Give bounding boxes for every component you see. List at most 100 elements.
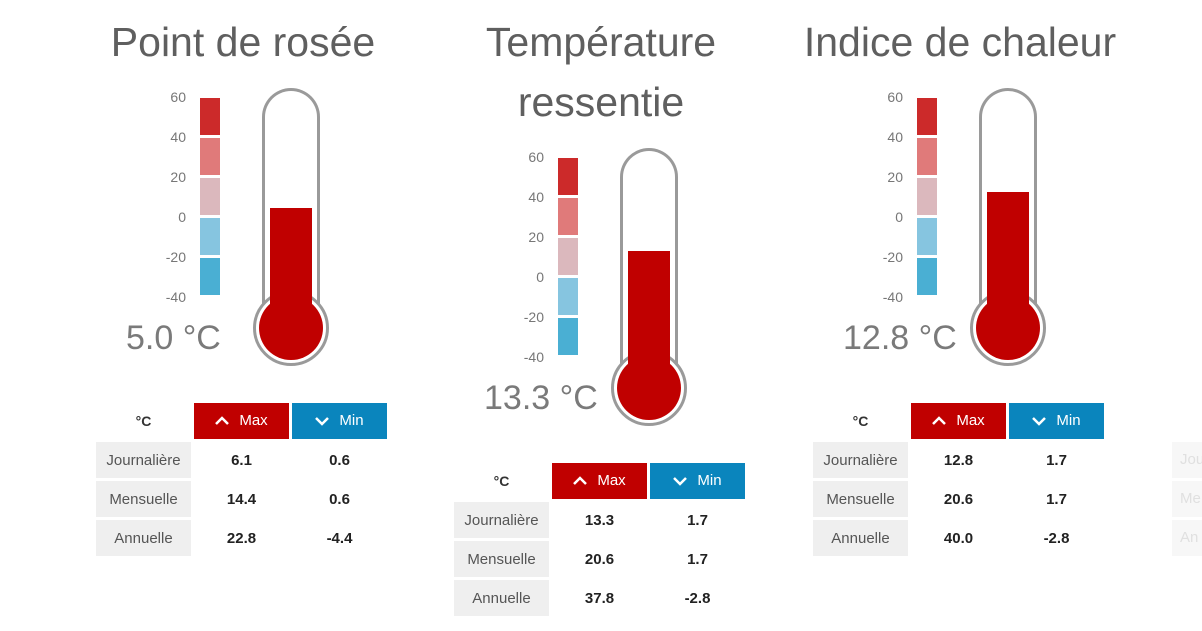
monthly-max: 20.6 [943,490,974,508]
scale-tick-label: 40 [528,189,544,205]
feels-like-stats-table: °C Max Min Journalière 13.3 1.7 Mensuelle 2… [451,460,748,619]
table-row: Journalière 13.3 1.7 [454,502,745,538]
scale-band [200,138,220,175]
scale-tick-label: -40 [882,289,903,305]
yearly-min: -4.4 [326,529,353,547]
yearly-max: 37.8 [584,589,615,607]
scale-band [917,258,937,295]
scale-band [558,238,578,275]
unit-header: °C [852,413,869,429]
scale-tick-label: 20 [528,229,544,245]
chevron-down-icon [315,413,330,430]
scale-tick-label: 0 [178,209,186,225]
monthly-min: 1.7 [1046,490,1067,508]
min-header[interactable]: Min [1009,403,1104,439]
chevron-down-icon [1032,413,1047,430]
daily-min: 1.7 [687,511,708,529]
scale-tick-label: 60 [170,89,186,105]
thermometer-mercury [987,192,1029,330]
row-label-monthly: Mensuelle [813,481,908,517]
min-label: Min [339,412,364,430]
scale-band [558,198,578,235]
feels-like-title-line2: ressentie [517,79,685,125]
chevron-up-icon [215,413,230,430]
scale-tick-label: -20 [165,249,186,265]
feels-like-thermometer: 60 40 20 0 -20 -40 13.3 °C [436,145,766,445]
scale-tick-label: 40 [887,129,903,145]
heat-index-title: Indice de chaleur [803,19,1117,65]
scale-tick-label: 60 [528,149,544,165]
scale-tick-label: -20 [523,309,544,325]
partial-row-label: Me [1172,481,1202,517]
scale-tick-label: 60 [887,89,903,105]
yearly-max: 22.8 [226,529,257,547]
chevron-up-icon [932,413,947,430]
row-label-yearly: Annuelle [813,520,908,556]
row-label-monthly: Mensuelle [454,541,549,577]
yearly-max: 40.0 [943,529,974,547]
table-row: Mensuelle 20.6 1.7 [454,541,745,577]
table-row: Annuelle 40.0 -2.8 [813,520,1104,556]
row-label-daily: Journalière [96,442,191,478]
max-header[interactable]: Max [911,403,1006,439]
monthly-max: 20.6 [584,550,615,568]
scale-band [200,218,220,255]
min-header[interactable]: Min [650,463,745,499]
scale-band [558,318,578,355]
unit-header: °C [135,413,152,429]
table-row: Annuelle 37.8 -2.8 [454,580,745,616]
feels-like-title-line1: Température [485,19,717,65]
table-row: Mensuelle 14.4 0.6 [96,481,387,517]
max-label: Max [597,472,626,490]
temperature-reading: 12.8 °C [843,319,957,357]
scale-band [200,258,220,295]
chevron-up-icon [573,473,588,490]
scale-tick-label: 20 [887,169,903,185]
scale-band [917,138,937,175]
scale-tick-label: -20 [882,249,903,265]
monthly-min: 0.6 [329,490,350,508]
dew-point-stats-table: °C Max Min Journalière 6.1 0.6 Mensuelle 14… [93,400,390,559]
chevron-down-icon [673,473,688,490]
dew-point-thermometer: 60 40 20 0 -20 -40 5.0 °C [78,85,408,385]
table-row: Journalière 6.1 0.6 [96,442,387,478]
scale-band [558,278,578,315]
daily-min: 0.6 [329,451,350,469]
scale-tick-label: -40 [165,289,186,305]
row-label-monthly: Mensuelle [96,481,191,517]
scale-band [917,98,937,135]
daily-min: 1.7 [1046,451,1067,469]
table-row: Journalière 12.8 1.7 [813,442,1104,478]
max-label: Max [956,412,985,430]
yearly-min: -2.8 [1043,529,1070,547]
max-label: Max [239,412,268,430]
scale-tick-label: 0 [536,269,544,285]
row-label-daily: Journalière [454,502,549,538]
min-label: Min [1056,412,1081,430]
partial-row-label: An [1172,520,1202,556]
scale-band [558,158,578,195]
scale-band [917,218,937,255]
scale-band [200,98,220,135]
monthly-min: 1.7 [687,550,708,568]
daily-max: 13.3 [584,511,615,529]
daily-max: 12.8 [943,451,974,469]
row-label-yearly: Annuelle [454,580,549,616]
partial-row-label: Jou [1172,442,1202,478]
partial-panel-rows: Jou Me An [1172,442,1202,559]
row-label-daily: Journalière [813,442,908,478]
table-row: Annuelle 22.8 -4.4 [96,520,387,556]
dew-point-title: Point de rosée [110,19,376,65]
scale-tick-label: 40 [170,129,186,145]
thermometer-mercury [628,251,670,390]
max-header[interactable]: Max [552,463,647,499]
monthly-max: 14.4 [226,490,257,508]
scale-tick-label: 20 [170,169,186,185]
min-header[interactable]: Min [292,403,387,439]
max-header[interactable]: Max [194,403,289,439]
scale-tick-label: 0 [895,209,903,225]
thermometer-mercury [270,208,312,330]
yearly-min: -2.8 [684,589,711,607]
temperature-reading: 13.3 °C [484,379,598,417]
scale-band [200,178,220,215]
